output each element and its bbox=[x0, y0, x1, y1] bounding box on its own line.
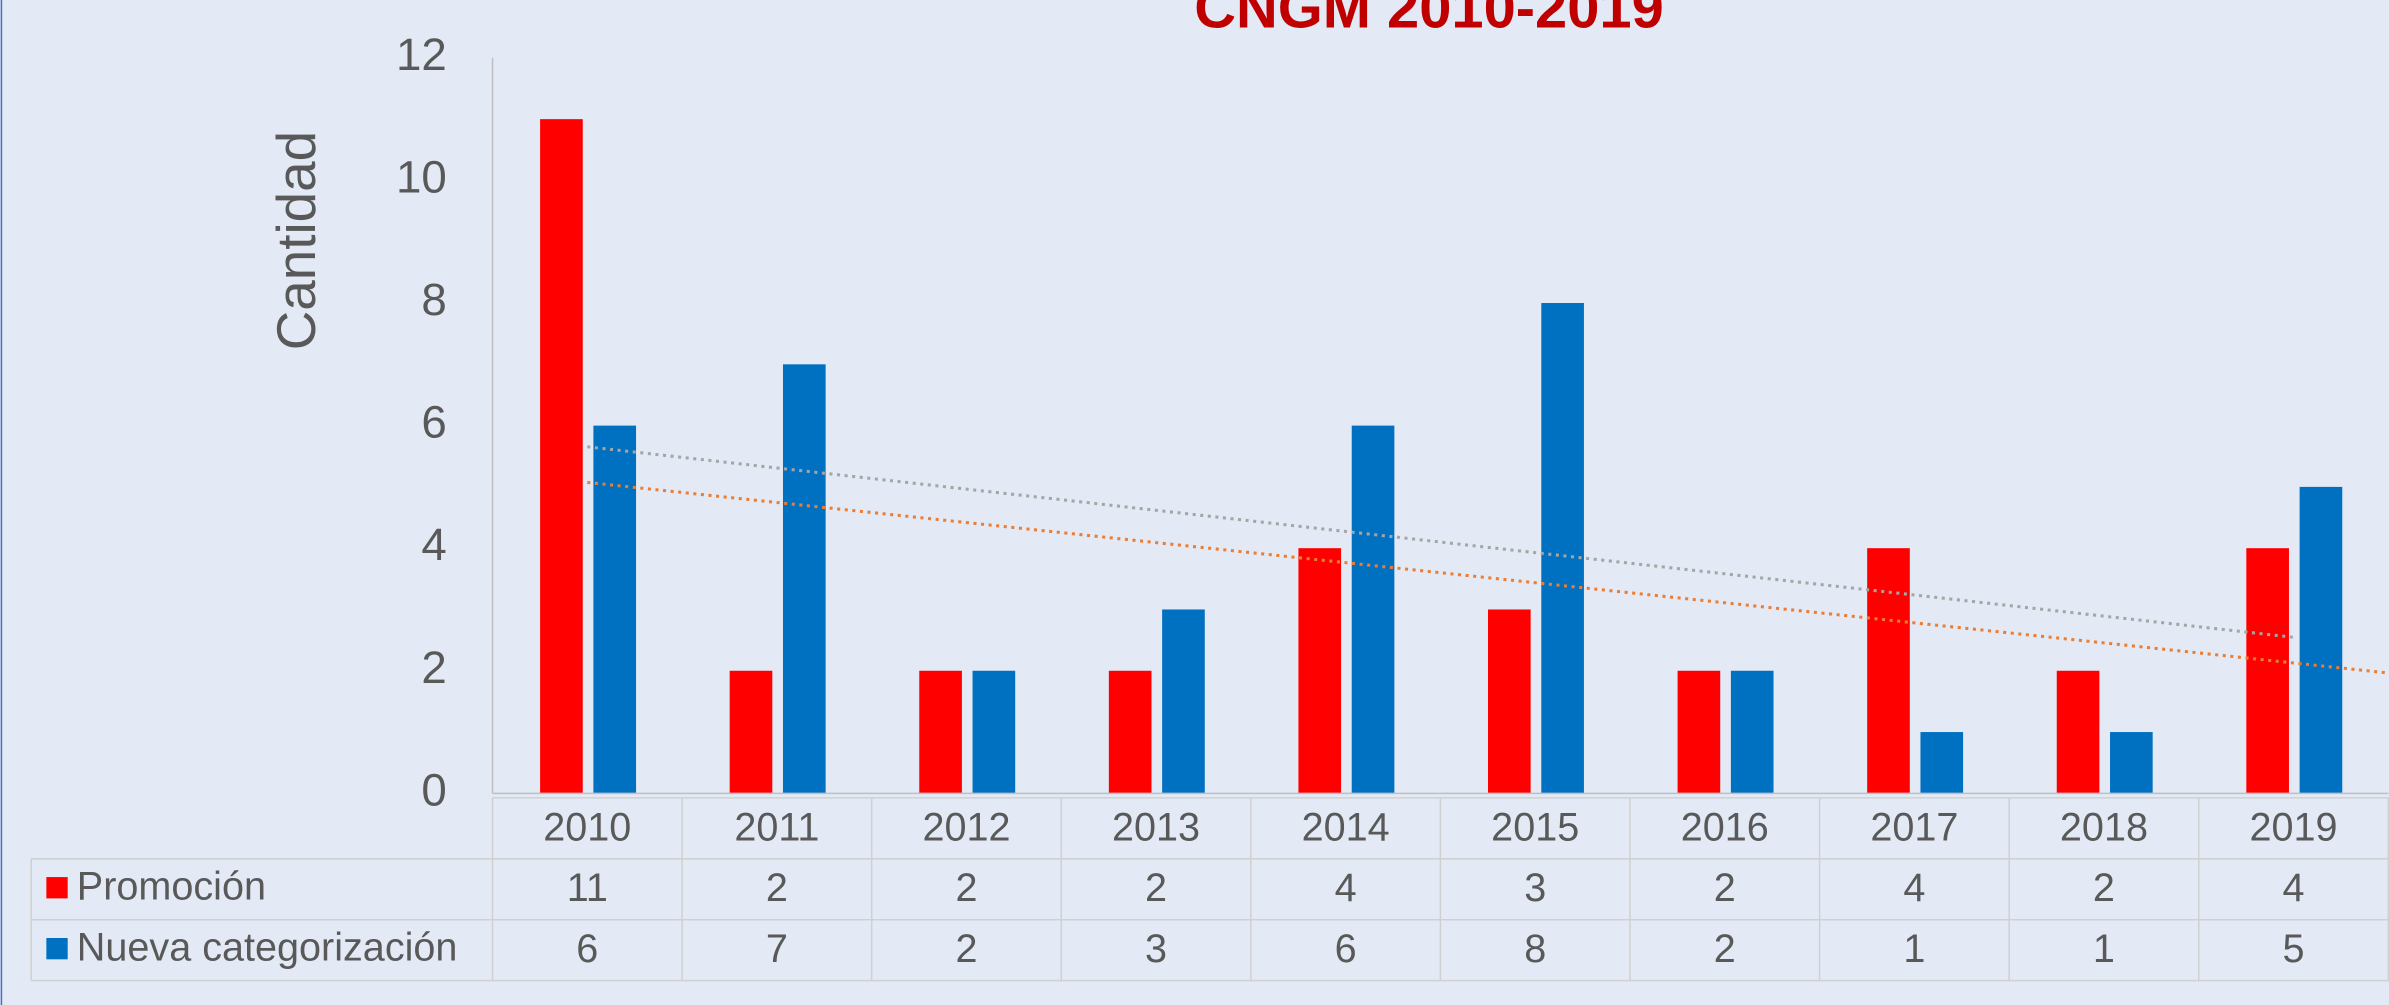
x-tick-label: 2017 bbox=[1870, 805, 1958, 849]
table-value: 6 bbox=[1335, 927, 1357, 971]
table-value: 4 bbox=[2283, 866, 2305, 910]
y-tick-label: 6 bbox=[421, 397, 446, 448]
chart-title: CNGM 2010-2019 bbox=[1194, 0, 1664, 40]
table-value: 7 bbox=[766, 927, 788, 971]
x-tick-label: 2018 bbox=[2060, 805, 2148, 849]
x-tick-label: 2012 bbox=[922, 805, 1010, 849]
bar bbox=[1351, 425, 1395, 794]
x-tick-label: 2011 bbox=[734, 805, 819, 849]
bar bbox=[2110, 732, 2153, 794]
bar bbox=[1541, 303, 1584, 794]
bar bbox=[1162, 609, 1205, 794]
table-value: 4 bbox=[1335, 866, 1357, 910]
table-value: 5 bbox=[2283, 927, 2305, 971]
x-tick-label: 2019 bbox=[2250, 805, 2338, 849]
table-value: 4 bbox=[1903, 866, 1925, 910]
y-axis-label: Cantidad bbox=[265, 131, 327, 350]
table-value: 2 bbox=[1145, 866, 1167, 910]
legend-swatch bbox=[46, 938, 68, 960]
legend-swatch bbox=[46, 877, 68, 899]
bar bbox=[1298, 548, 1342, 794]
bar bbox=[919, 670, 962, 794]
table-value: 2 bbox=[2093, 866, 2115, 910]
x-tick-label: 2013 bbox=[1112, 805, 1200, 849]
y-tick-label: 12 bbox=[396, 29, 447, 80]
bar bbox=[782, 364, 826, 794]
bar bbox=[1488, 609, 1531, 794]
bar bbox=[1108, 670, 1152, 794]
bar bbox=[2299, 486, 2343, 794]
bar bbox=[729, 670, 773, 794]
y-tick-label: 4 bbox=[421, 519, 446, 570]
x-tick-label: 2010 bbox=[543, 805, 631, 849]
table-value: 3 bbox=[1524, 866, 1546, 910]
bar bbox=[1920, 732, 1964, 794]
x-tick-label: 2014 bbox=[1302, 805, 1390, 849]
bar bbox=[1730, 670, 1774, 794]
y-tick-label: 0 bbox=[421, 764, 446, 815]
table-value: 2 bbox=[955, 866, 977, 910]
table-value: 2 bbox=[766, 866, 788, 910]
bar bbox=[1867, 548, 1910, 794]
y-tick-label: 8 bbox=[421, 274, 446, 325]
table-value: 2 bbox=[1714, 927, 1736, 971]
bar bbox=[593, 425, 637, 794]
table-value: 1 bbox=[1903, 927, 1925, 971]
trendline bbox=[587, 480, 2389, 675]
y-tick-label: 2 bbox=[421, 642, 446, 693]
table-value: 2 bbox=[955, 927, 977, 971]
bar bbox=[1677, 670, 1721, 794]
legend-label: Promoción bbox=[77, 865, 266, 909]
table-value: 3 bbox=[1145, 927, 1167, 971]
bar bbox=[972, 670, 1016, 794]
table-value: 8 bbox=[1524, 927, 1546, 971]
table-value: 2 bbox=[1714, 866, 1736, 910]
x-tick-label: 2015 bbox=[1491, 805, 1579, 849]
x-tick-label: 2016 bbox=[1681, 805, 1769, 849]
bar bbox=[2246, 548, 2289, 794]
table-value: 1 bbox=[2093, 927, 2115, 971]
table-value: 6 bbox=[576, 927, 598, 971]
y-tick-label: 10 bbox=[396, 152, 447, 203]
table-value: 11 bbox=[567, 866, 608, 910]
legend-label: Nueva categorización bbox=[77, 926, 458, 970]
bar bbox=[540, 119, 583, 794]
bar bbox=[2056, 670, 2100, 794]
